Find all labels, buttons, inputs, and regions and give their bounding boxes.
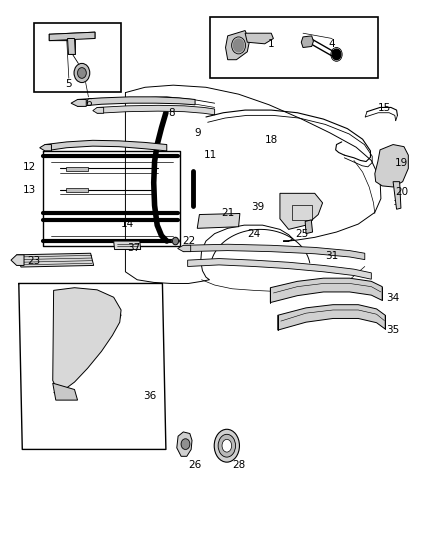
Polygon shape: [11, 255, 24, 265]
Circle shape: [78, 68, 86, 78]
Polygon shape: [197, 214, 240, 228]
Bar: [210, 17, 378, 78]
Text: 12: 12: [23, 162, 36, 172]
Circle shape: [181, 439, 190, 449]
Polygon shape: [49, 32, 95, 41]
Circle shape: [233, 39, 244, 52]
Text: 19: 19: [395, 158, 408, 168]
Polygon shape: [71, 100, 86, 107]
Polygon shape: [245, 33, 273, 44]
Polygon shape: [45, 140, 167, 151]
Text: 26: 26: [188, 461, 201, 470]
Polygon shape: [93, 108, 104, 114]
Polygon shape: [40, 144, 51, 151]
Polygon shape: [114, 241, 141, 249]
Polygon shape: [97, 106, 215, 115]
Circle shape: [74, 63, 90, 83]
Bar: [292, 205, 312, 220]
Text: 9: 9: [194, 128, 201, 138]
Text: 6: 6: [85, 98, 92, 108]
Circle shape: [173, 237, 179, 245]
Text: 24: 24: [247, 229, 261, 239]
Ellipse shape: [218, 434, 236, 457]
Text: 18: 18: [265, 135, 278, 146]
Polygon shape: [66, 167, 88, 171]
Text: 13: 13: [23, 184, 36, 195]
Text: 39: 39: [251, 202, 265, 212]
Bar: [34, 22, 121, 92]
Text: 21: 21: [221, 208, 234, 219]
Polygon shape: [187, 259, 371, 279]
Text: 36: 36: [143, 391, 156, 401]
Text: 35: 35: [386, 325, 400, 335]
Text: 28: 28: [232, 461, 245, 470]
Text: 37: 37: [127, 243, 141, 253]
Text: 25: 25: [295, 229, 308, 239]
Polygon shape: [66, 188, 88, 192]
Polygon shape: [78, 97, 195, 107]
Circle shape: [332, 49, 341, 60]
Text: 14: 14: [121, 219, 134, 229]
Text: 22: 22: [182, 236, 195, 246]
Polygon shape: [177, 432, 192, 456]
Polygon shape: [278, 305, 385, 330]
Text: 8: 8: [168, 108, 174, 118]
Text: 31: 31: [325, 251, 339, 261]
Polygon shape: [53, 383, 78, 400]
Text: 4: 4: [329, 39, 336, 49]
Polygon shape: [301, 36, 314, 47]
Ellipse shape: [222, 439, 232, 452]
Text: 23: 23: [28, 256, 41, 266]
Polygon shape: [67, 38, 75, 54]
Text: 1: 1: [268, 39, 275, 49]
Text: 20: 20: [395, 187, 408, 197]
Ellipse shape: [214, 429, 240, 462]
Polygon shape: [53, 288, 121, 390]
Polygon shape: [375, 144, 408, 187]
Text: 34: 34: [386, 293, 400, 303]
Text: 15: 15: [378, 103, 391, 114]
Polygon shape: [184, 244, 365, 260]
Polygon shape: [270, 278, 382, 303]
Polygon shape: [178, 245, 191, 252]
Text: 5: 5: [66, 78, 72, 88]
Polygon shape: [226, 30, 250, 60]
Polygon shape: [280, 193, 322, 229]
Polygon shape: [305, 220, 313, 233]
Polygon shape: [393, 182, 401, 209]
Polygon shape: [17, 253, 94, 267]
Text: 11: 11: [204, 150, 217, 160]
